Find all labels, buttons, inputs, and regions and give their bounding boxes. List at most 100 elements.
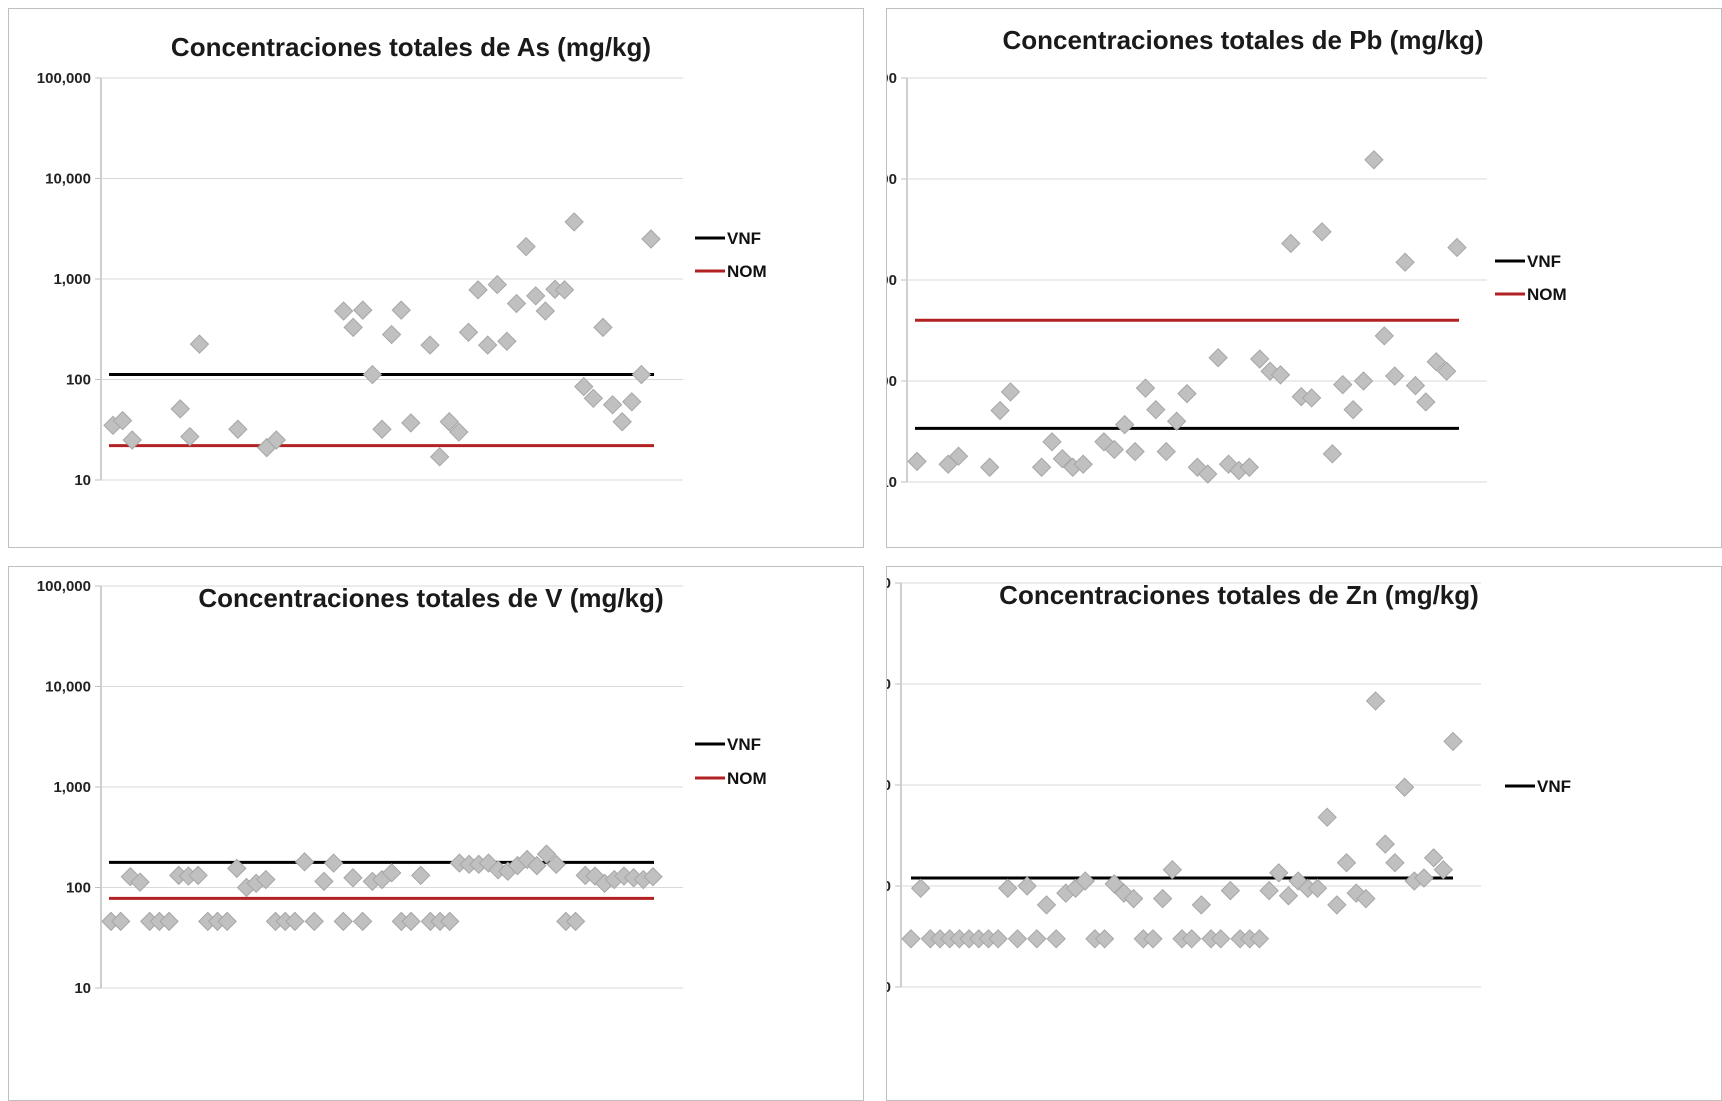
data-point [536,844,557,864]
chart-title: Concentraciones totales de As (mg/kg) [171,32,651,62]
y-tick-label: 100 [887,878,891,895]
data-point [120,867,141,887]
vanadium-chart: Concentraciones totales de V (mg/kg) 10 1… [37,578,767,997]
data-point [294,852,315,872]
data-point [901,929,921,949]
data-point [1416,392,1436,412]
y-tick-label: 100 [66,372,91,389]
data-point [1269,863,1289,883]
chart-title: Concentraciones totales de Pb (mg/kg) [1002,25,1483,55]
data-point [988,929,1008,949]
data-point [1353,371,1374,391]
data-point [420,335,440,355]
data-point [516,236,536,257]
data-point [1249,349,1270,369]
data-point [227,858,247,879]
data-point [1104,439,1125,460]
data-point [304,911,324,932]
data-point [1405,375,1426,396]
legend-label-vnf: VNF [727,229,761,248]
y-tick-label: 10 [74,980,91,997]
data-point [352,911,373,932]
y-tick-label: 100,000 [887,575,891,592]
data-point [1162,859,1183,880]
data-point [1143,929,1163,949]
data-point [641,229,661,249]
data-point [1278,886,1299,906]
data-point [477,335,498,355]
data-point [1220,880,1241,901]
data-point [1166,411,1187,431]
zinc-chart: Concentraciones totales de Zn (mg/kg) 10… [887,575,1571,996]
data-point [285,911,305,932]
data-point [1114,414,1135,435]
data-point [1125,441,1145,462]
data-point [1094,929,1115,949]
data-point [217,911,237,932]
data-point [1052,449,1073,469]
data-point [1191,895,1212,915]
data-point [353,300,373,320]
data-point [907,451,927,472]
data-point [526,286,546,306]
y-tick-label: 100,000 [887,70,897,87]
data-point [554,280,575,300]
lead-chart-panel: Concentraciones totales de Pb (mg/kg) 10… [886,8,1722,548]
data-point [1384,366,1405,386]
data-point [440,911,460,932]
legend-label-nom: NOM [727,769,767,788]
y-tick-label: 100 [66,880,91,897]
data-point [1447,237,1467,258]
y-tick-label: 1,000 [53,779,91,796]
y-tick-label: 10,000 [45,171,91,188]
data-point [1312,222,1332,242]
zinc-chart-panel: Concentraciones totales de Zn (mg/kg) 10… [886,566,1722,1101]
data-point [228,419,248,439]
chart-title: Concentraciones totales de Zn (mg/kg) [999,580,1479,610]
chart-title: Concentraciones totales de V (mg/kg) [198,583,663,613]
data-point [1198,464,1218,484]
data-point [1307,878,1328,898]
data-point [110,911,131,932]
data-point [527,855,547,876]
data-point [574,376,594,397]
data-point [1327,895,1347,915]
y-tick-label: 1,000 [887,272,897,289]
data-point [1374,326,1395,346]
data-point [1281,233,1301,254]
data-point [180,426,200,447]
data-point [1333,374,1353,395]
data-point [1031,457,1052,477]
data-point [333,301,354,321]
data-point [1433,859,1454,880]
data-point [1385,853,1405,873]
data-point [362,364,383,385]
data-point [1356,888,1376,909]
data-point [1249,929,1270,949]
data-point [1181,929,1202,949]
data-point [631,364,652,385]
data-point [1426,352,1446,372]
data-point [998,878,1018,898]
data-point [372,419,392,439]
data-point [439,412,459,432]
data-point [401,413,421,433]
data-point [256,869,276,890]
data-point [1317,807,1337,827]
data-point [1395,252,1415,272]
data-point [979,457,1000,477]
data-point [1007,929,1028,949]
y-tick-label: 10 [887,474,897,491]
data-point [159,911,179,932]
legend-label-nom: NOM [727,262,767,281]
data-point [1046,929,1066,949]
lead-chart: Concentraciones totales de Pb (mg/kg) 10… [887,25,1567,491]
data-point [910,878,931,898]
data-point [622,392,642,412]
data-point [266,430,287,450]
data-point [1423,848,1444,868]
data-point [565,911,586,932]
legend-label-nom: NOM [1527,285,1567,304]
y-tick-label: 10,000 [45,679,91,696]
data-point [602,395,623,415]
